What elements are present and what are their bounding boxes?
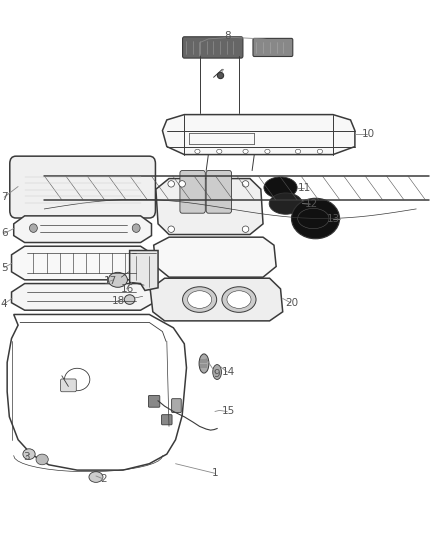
Ellipse shape — [168, 181, 174, 187]
Text: 6: 6 — [1, 229, 7, 238]
Ellipse shape — [124, 295, 135, 304]
Ellipse shape — [317, 149, 322, 154]
Text: 11: 11 — [298, 183, 311, 192]
FancyBboxPatch shape — [183, 37, 243, 58]
Text: 20: 20 — [285, 298, 298, 308]
Ellipse shape — [89, 472, 103, 482]
Polygon shape — [11, 284, 154, 310]
FancyBboxPatch shape — [206, 171, 232, 213]
Polygon shape — [150, 278, 283, 321]
Text: 17: 17 — [103, 277, 117, 286]
FancyBboxPatch shape — [10, 156, 155, 218]
Text: 18: 18 — [112, 296, 125, 305]
FancyBboxPatch shape — [60, 379, 76, 392]
Text: 13: 13 — [327, 214, 340, 223]
Ellipse shape — [217, 149, 222, 154]
Ellipse shape — [108, 272, 127, 287]
Text: 3: 3 — [24, 452, 30, 462]
Ellipse shape — [242, 226, 249, 232]
Text: 1: 1 — [212, 469, 218, 478]
Text: 16: 16 — [121, 284, 134, 294]
Ellipse shape — [36, 454, 48, 465]
FancyBboxPatch shape — [162, 415, 172, 425]
Polygon shape — [11, 246, 154, 280]
Ellipse shape — [242, 181, 249, 187]
Text: 9: 9 — [214, 369, 220, 379]
Ellipse shape — [291, 198, 339, 239]
Ellipse shape — [168, 226, 174, 232]
Ellipse shape — [132, 224, 140, 232]
Ellipse shape — [187, 291, 212, 308]
Text: 2: 2 — [100, 474, 107, 483]
Ellipse shape — [213, 365, 222, 379]
FancyBboxPatch shape — [253, 38, 293, 56]
Text: 12: 12 — [304, 199, 318, 209]
Text: 4: 4 — [1, 299, 7, 309]
Text: 10: 10 — [361, 130, 374, 139]
FancyBboxPatch shape — [148, 395, 160, 407]
Ellipse shape — [265, 149, 270, 154]
Polygon shape — [130, 251, 158, 290]
Ellipse shape — [243, 149, 248, 154]
Ellipse shape — [222, 287, 256, 312]
Text: 14: 14 — [222, 367, 235, 377]
Ellipse shape — [227, 291, 251, 308]
Ellipse shape — [179, 181, 185, 187]
Polygon shape — [14, 216, 152, 243]
Ellipse shape — [199, 354, 209, 373]
Ellipse shape — [269, 193, 302, 214]
Text: 15: 15 — [222, 407, 235, 416]
Ellipse shape — [183, 287, 217, 312]
Polygon shape — [162, 115, 355, 155]
Polygon shape — [156, 179, 263, 235]
Polygon shape — [154, 237, 276, 277]
Ellipse shape — [195, 149, 200, 154]
Ellipse shape — [29, 224, 37, 232]
Text: 5: 5 — [1, 263, 7, 272]
FancyBboxPatch shape — [172, 399, 181, 413]
Ellipse shape — [295, 149, 300, 154]
Text: 8: 8 — [225, 31, 231, 41]
Ellipse shape — [264, 177, 297, 198]
FancyBboxPatch shape — [180, 171, 205, 213]
Text: 7: 7 — [1, 192, 7, 202]
Ellipse shape — [23, 449, 35, 459]
